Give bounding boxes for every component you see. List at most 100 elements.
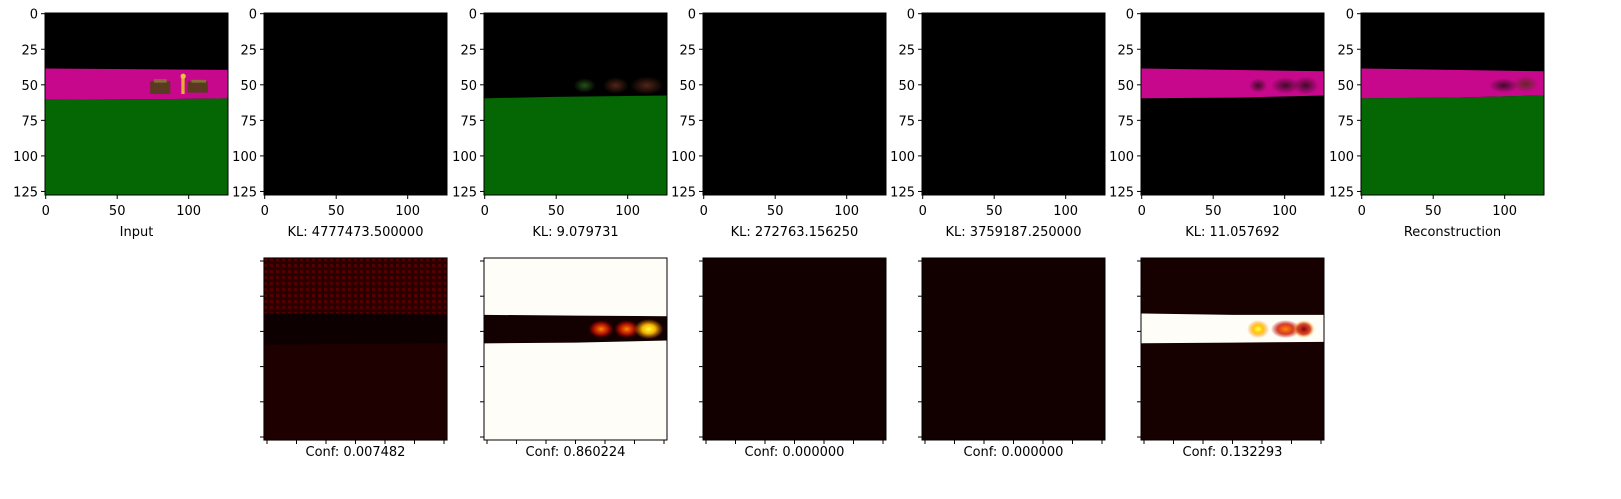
x-tick-label: 50 xyxy=(109,204,126,219)
y-tick-label: 50 xyxy=(1337,79,1354,94)
y-tick-label: 100 xyxy=(452,150,477,165)
x-tick-label: 100 xyxy=(395,204,420,219)
y-tick-label: 0 xyxy=(469,8,477,23)
y-tick-label: 125 xyxy=(452,185,477,200)
blurry-object xyxy=(1292,76,1319,95)
x-tick-label: 100 xyxy=(834,204,859,219)
panel-slot3: 0 25 50 75 100 125 0 50 100 KL: 272763.156250 xyxy=(671,8,887,240)
y-tick-label: 25 xyxy=(898,43,915,58)
key-head xyxy=(180,73,186,79)
panel-slot4: 0 25 50 75 100 125 0 50 100 KL: 3759187.250000 xyxy=(890,8,1106,240)
y-tick-label: 50 xyxy=(1117,79,1134,94)
heat-spot xyxy=(613,319,640,339)
blurry-object xyxy=(1270,77,1301,94)
panel-reconstruction: 0 25 50 75 100 125 0 50 100 Reconstruction xyxy=(1329,8,1545,240)
panel-slot1: 0 25 50 75 100 125 0 50 100 KL: 4777473.500000 xyxy=(232,8,448,240)
y-tick-label: 100 xyxy=(1329,150,1354,165)
x-tick-label: 100 xyxy=(615,204,640,219)
panel-input: 0 25 50 75 100 125 0 50 100 Input xyxy=(13,8,229,240)
axes-frame xyxy=(1360,12,1545,196)
x-tick-label: 50 xyxy=(1205,204,1222,219)
green-floor xyxy=(484,95,667,195)
axes-frame xyxy=(702,12,887,196)
panel-xlabel: Input xyxy=(120,225,154,240)
axes-frame xyxy=(1140,12,1325,196)
y-tick-label: 75 xyxy=(1337,114,1354,129)
heatmap-band xyxy=(264,313,447,345)
y-tick-label: 25 xyxy=(679,43,696,58)
green-floor xyxy=(1361,95,1544,195)
heatmap-background xyxy=(922,258,1105,440)
x-tick-label: 50 xyxy=(767,204,784,219)
y-tick-label: 50 xyxy=(460,79,477,94)
y-tick-label: 100 xyxy=(232,150,257,165)
y-tick-label: 0 xyxy=(1346,8,1354,23)
x-tick-label: 0 xyxy=(261,204,269,219)
y-tick-label: 125 xyxy=(671,185,696,200)
heatmap-background xyxy=(703,258,886,440)
panel-xlabel: KL: 11.057692 xyxy=(1185,225,1280,240)
panel-xlabel: Conf: 0.000000 xyxy=(964,445,1064,460)
panel-xlabel: Conf: 0.132293 xyxy=(1183,445,1283,460)
y-tick-label: 75 xyxy=(898,114,915,129)
x-tick-label: 100 xyxy=(176,204,201,219)
panel-conf4: Conf: 0.000000 xyxy=(918,257,1106,460)
y-tick-label: 75 xyxy=(1117,114,1134,129)
y-tick-label: 25 xyxy=(21,43,38,58)
panel-xlabel: KL: 4777473.500000 xyxy=(288,225,424,240)
x-tick-label: 0 xyxy=(919,204,927,219)
y-tick-label: 125 xyxy=(1329,185,1354,200)
blurry-object xyxy=(1248,78,1268,93)
x-tick-label: 50 xyxy=(986,204,1003,219)
y-tick-label: 0 xyxy=(688,8,696,23)
blurry-object xyxy=(602,77,629,94)
y-tick-label: 75 xyxy=(240,114,257,129)
y-tick-label: 125 xyxy=(1109,185,1134,200)
y-tick-label: 0 xyxy=(30,8,38,23)
panel-slot2: 0 25 50 75 100 125 0 50 100 KL: 9.079731 xyxy=(452,8,668,240)
panel-xlabel: KL: 272763.156250 xyxy=(731,225,859,240)
panel-xlabel: Conf: 0.007482 xyxy=(306,445,406,460)
x-tick-label: 0 xyxy=(42,204,50,219)
image-background xyxy=(1141,13,1324,195)
y-tick-label: 125 xyxy=(890,185,915,200)
x-tick-label: 100 xyxy=(1272,204,1297,219)
heatmap-lower xyxy=(264,344,447,440)
panel-xlabel: KL: 3759187.250000 xyxy=(946,225,1082,240)
y-tick-label: 25 xyxy=(240,43,257,58)
heat-spot xyxy=(588,319,614,339)
axes-frame xyxy=(921,12,1106,196)
y-tick-label: 0 xyxy=(1126,8,1134,23)
y-tick-label: 75 xyxy=(679,114,696,129)
door-sprite xyxy=(150,81,171,95)
axes-frame xyxy=(483,12,668,196)
x-tick-label: 0 xyxy=(1138,204,1146,219)
heatmap-grid-region xyxy=(264,258,447,314)
y-tick-label: 125 xyxy=(13,185,38,200)
y-tick-label: 0 xyxy=(249,8,257,23)
blurry-object xyxy=(1489,78,1519,93)
y-tick-label: 50 xyxy=(240,79,257,94)
panel-xlabel: Conf: 0.860224 xyxy=(526,445,626,460)
heat-spot xyxy=(634,319,664,340)
y-tick-label: 100 xyxy=(671,150,696,165)
panel-conf5: Conf: 0.132293 xyxy=(1137,257,1325,460)
panel-conf2: Conf: 0.860224 xyxy=(480,257,668,460)
y-tick-label: 75 xyxy=(21,114,38,129)
door-top xyxy=(153,79,167,83)
blurry-object xyxy=(1512,75,1539,93)
y-tick-label: 25 xyxy=(1337,43,1354,58)
y-tick-label: 100 xyxy=(1109,150,1134,165)
panel-xlabel: Conf: 0.000000 xyxy=(745,445,845,460)
y-tick-label: 50 xyxy=(21,79,38,94)
panel-xlabel: KL: 9.079731 xyxy=(532,225,618,240)
chest-sprite xyxy=(187,81,208,93)
panel-conf3: Conf: 0.000000 xyxy=(699,257,887,460)
chest-lid xyxy=(191,79,207,83)
x-tick-label: 50 xyxy=(1425,204,1442,219)
x-tick-label: 0 xyxy=(481,204,489,219)
panel-conf1: Conf: 0.007482 xyxy=(260,257,448,460)
y-tick-label: 0 xyxy=(907,8,915,23)
heat-spot xyxy=(1270,319,1301,339)
